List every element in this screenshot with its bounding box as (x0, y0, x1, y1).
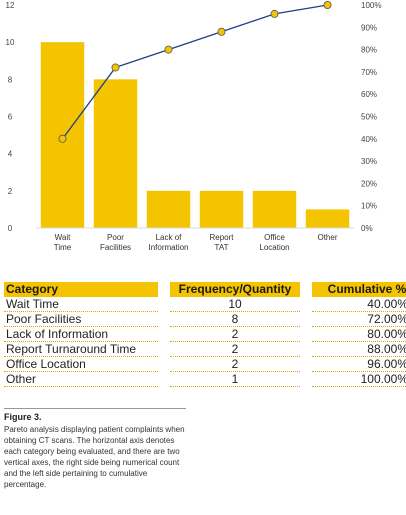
figure-caption: Figure 3. Pareto analysis displaying pat… (4, 408, 186, 490)
x-tick-label: Other (317, 233, 337, 242)
caption-title: Figure 3. (4, 412, 42, 422)
cell-category: Other (4, 371, 158, 387)
cell-category: Poor Facilities (4, 311, 158, 327)
x-tick-label: Report (209, 233, 234, 242)
bar (199, 190, 244, 228)
bar (252, 190, 297, 228)
y2-tick-label: 50% (361, 113, 377, 122)
header-category: Category (4, 282, 158, 297)
cumulative-point (217, 27, 226, 36)
cell-category: Wait Time (4, 297, 158, 312)
table-row: Office Location 2 96.00% (4, 356, 406, 372)
cell-category: Report Turnaround Time (4, 341, 158, 357)
x-tick-label: Lack of (156, 233, 183, 242)
cell-frequency: 2 (170, 326, 300, 342)
y-tick-label: 0 (8, 224, 13, 233)
cell-cumulative: 88.00% (312, 341, 406, 357)
y-tick-label: 4 (8, 150, 13, 159)
y2-tick-label: 40% (361, 135, 377, 144)
cell-cumulative: 72.00% (312, 311, 406, 327)
x-tick-label: Time (54, 243, 72, 252)
bar (305, 209, 350, 228)
header-cumulative: Cumulative % (312, 282, 406, 297)
y-tick-label: 6 (8, 113, 13, 122)
cumulative-point (164, 45, 173, 54)
table-row: Wait Time 10 40.00% (4, 297, 406, 312)
y-tick-label: 12 (6, 1, 15, 10)
bar (146, 190, 191, 228)
cell-frequency: 1 (170, 371, 300, 387)
x-tick-label: Office (264, 233, 285, 242)
y2-tick-label: 20% (361, 179, 377, 188)
table-row: Other 1 100.00% (4, 371, 406, 387)
y2-tick-label: 60% (361, 90, 377, 99)
cell-category: Office Location (4, 356, 158, 372)
y-tick-label: 2 (8, 187, 13, 196)
y2-tick-label: 0% (361, 224, 373, 233)
y-tick-label: 10 (6, 38, 15, 47)
cumulative-point (58, 134, 67, 143)
cell-frequency: 8 (170, 311, 300, 327)
cell-cumulative: 40.00% (312, 297, 406, 312)
table-header-row: Category Frequency/Quantity Cumulative % (4, 282, 406, 297)
y-tick-label: 8 (8, 75, 13, 84)
table-row: Poor Facilities 8 72.00% (4, 311, 406, 327)
y2-tick-label: 30% (361, 157, 377, 166)
cell-cumulative: 96.00% (312, 356, 406, 372)
y2-tick-label: 70% (361, 68, 377, 77)
caption-text: Pareto analysis displaying patient compl… (4, 425, 185, 489)
cell-cumulative: 100.00% (312, 371, 406, 387)
y2-tick-label: 90% (361, 23, 377, 32)
bar (93, 79, 138, 228)
x-tick-label: Poor (107, 233, 124, 242)
chart-svg: 0 2 4 6 8 10 12 0% 10% 20% 30% 40% 50% 60% 70% 80% 90% 10… (6, 1, 382, 252)
x-tick-label: Location (259, 243, 289, 252)
y2-tick-label: 100% (361, 1, 381, 10)
data-table: Category Frequency/Quantity Cumulative %… (4, 282, 406, 387)
cumulative-point (111, 63, 120, 72)
cell-frequency: 2 (170, 356, 300, 372)
cumulative-line (61, 4, 328, 140)
cell-frequency: 10 (170, 297, 300, 312)
y2-tick-label: 10% (361, 202, 377, 211)
header-frequency: Frequency/Quantity (170, 282, 300, 297)
x-tick-label: TAT (215, 243, 229, 252)
y2-tick-label: 80% (361, 46, 377, 55)
table-row: Report Turnaround Time 2 88.00% (4, 341, 406, 357)
table-row: Lack of Information 2 80.00% (4, 326, 406, 342)
x-tick-label: Information (148, 243, 188, 252)
cumulative-point (323, 1, 332, 9)
pareto-chart: 0 2 4 6 8 10 12 0% 10% 20% 30% 40% 50% 60% 70% 80% 90% 10… (6, 1, 382, 252)
cumulative-point (270, 9, 279, 18)
x-tick-label: Wait (55, 233, 71, 242)
cell-cumulative: 80.00% (312, 326, 406, 342)
cell-category: Lack of Information (4, 326, 158, 342)
cell-frequency: 2 (170, 341, 300, 357)
x-tick-label: Facilities (100, 243, 131, 252)
